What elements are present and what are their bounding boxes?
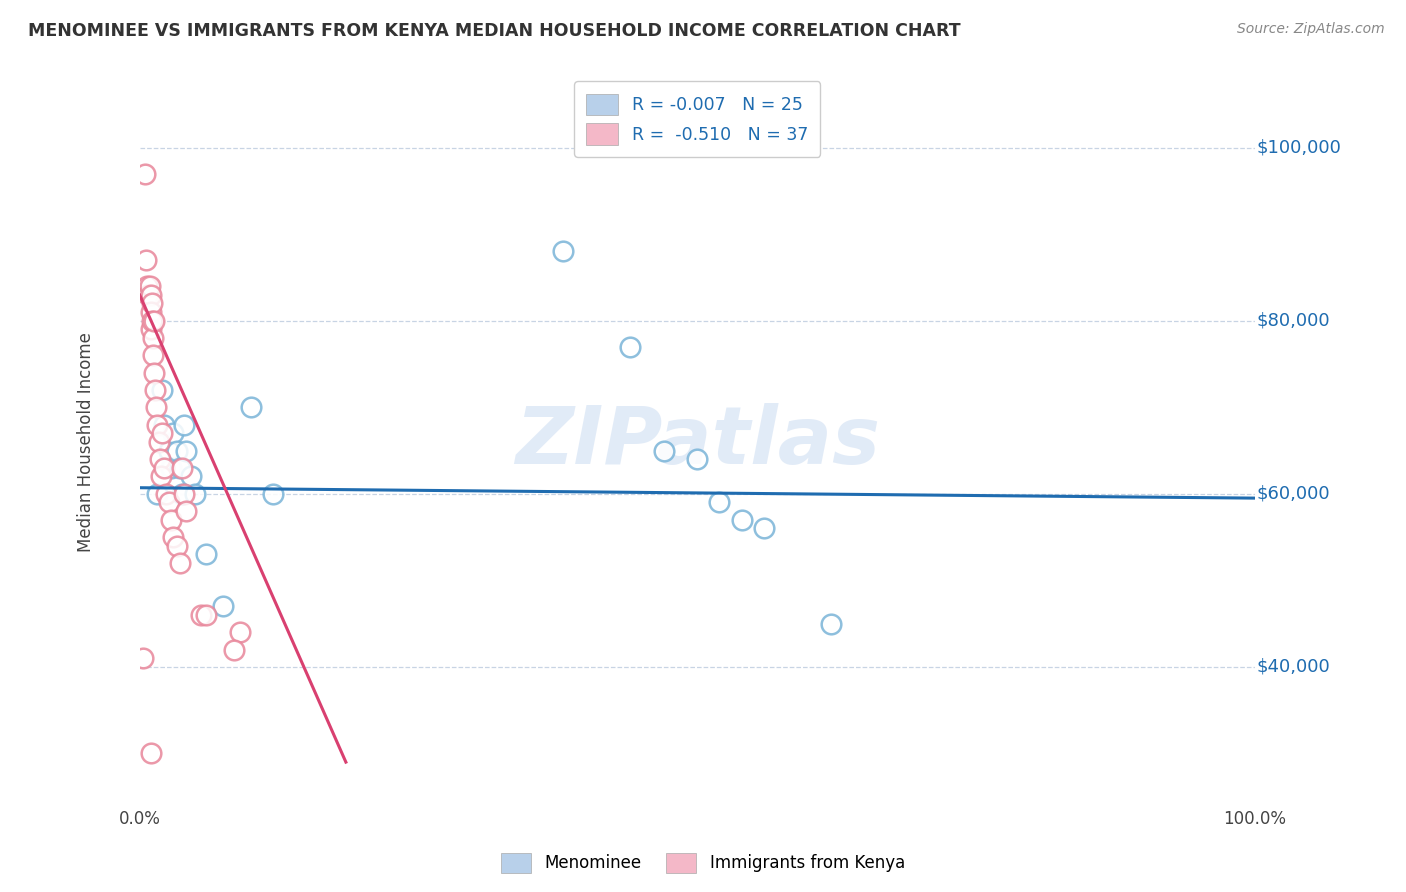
Point: [553, 244, 575, 259]
Legend: Menominee, Immigrants from Kenya: Menominee, Immigrants from Kenya: [495, 847, 911, 880]
Point: [169, 460, 191, 475]
Point: [169, 556, 191, 570]
Point: [195, 607, 218, 622]
Point: [212, 599, 235, 614]
Point: [224, 642, 246, 657]
Point: [240, 401, 263, 415]
Point: [159, 513, 181, 527]
Legend: R = -0.007   N = 25, R =  -0.510   N = 37: R = -0.007 N = 25, R = -0.510 N = 37: [574, 81, 820, 157]
Text: $100,000: $100,000: [1257, 138, 1341, 157]
Point: [153, 460, 176, 475]
Point: [150, 383, 173, 397]
Point: [142, 348, 165, 362]
Point: [139, 322, 162, 336]
Point: [157, 443, 180, 458]
Point: [686, 452, 709, 467]
Text: $60,000: $60,000: [1257, 484, 1330, 503]
Point: [170, 460, 193, 475]
Point: [139, 305, 162, 319]
Point: [820, 616, 842, 631]
Point: [146, 487, 169, 501]
Text: $40,000: $40,000: [1257, 658, 1330, 676]
Text: Median Household Income: Median Household Income: [77, 332, 96, 552]
Point: [135, 253, 157, 268]
Point: [262, 487, 284, 501]
Point: [143, 313, 166, 327]
Point: [149, 469, 172, 483]
Point: [153, 417, 176, 432]
Text: Source: ZipAtlas.com: Source: ZipAtlas.com: [1237, 22, 1385, 37]
Text: $80,000: $80,000: [1257, 311, 1330, 330]
Point: [731, 513, 754, 527]
Text: ZIPatlas: ZIPatlas: [515, 403, 880, 481]
Point: [136, 279, 159, 293]
Point: [184, 487, 207, 501]
Point: [148, 434, 170, 449]
Point: [145, 401, 167, 415]
Point: [141, 296, 163, 310]
Point: [139, 747, 162, 761]
Point: [229, 625, 252, 640]
Point: [143, 366, 166, 380]
Point: [139, 287, 162, 301]
Point: [162, 426, 184, 441]
Point: [155, 487, 177, 501]
Point: [157, 495, 180, 509]
Point: [190, 607, 212, 622]
Point: [652, 443, 675, 458]
Text: MENOMINEE VS IMMIGRANTS FROM KENYA MEDIAN HOUSEHOLD INCOME CORRELATION CHART: MENOMINEE VS IMMIGRANTS FROM KENYA MEDIA…: [28, 22, 960, 40]
Point: [162, 530, 184, 544]
Point: [176, 504, 198, 518]
Point: [166, 539, 188, 553]
Point: [709, 495, 731, 509]
Point: [180, 469, 202, 483]
Point: [138, 279, 160, 293]
Point: [146, 417, 169, 432]
Point: [173, 487, 195, 501]
Point: [141, 313, 163, 327]
Point: [176, 443, 198, 458]
Point: [166, 443, 188, 458]
Point: [170, 487, 193, 501]
Point: [195, 548, 218, 562]
Point: [132, 651, 155, 665]
Point: [142, 331, 165, 345]
Point: [134, 167, 156, 181]
Point: [150, 426, 173, 441]
Point: [138, 287, 160, 301]
Point: [619, 340, 641, 354]
Point: [159, 460, 181, 475]
Point: [143, 383, 166, 397]
Point: [752, 521, 775, 535]
Point: [173, 417, 195, 432]
Point: [149, 452, 172, 467]
